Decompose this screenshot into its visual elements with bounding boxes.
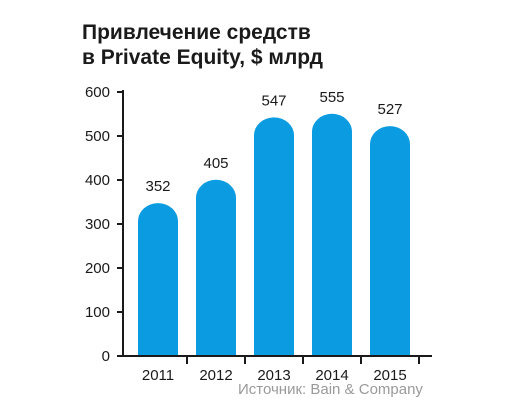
chart-title: Привлечение средств в Private Equity, $ … bbox=[82, 20, 323, 70]
x-tick-label: 2013 bbox=[257, 367, 290, 384]
y-tick-label: 200 bbox=[85, 260, 110, 277]
bar-2014 bbox=[312, 113, 352, 356]
y-tick-label: 0 bbox=[102, 348, 110, 365]
chart-title-line-2: в Private Equity, $ млрд bbox=[82, 46, 323, 69]
chart-title-line-1: Привлечение средств bbox=[82, 21, 311, 44]
y-tick-label: 600 bbox=[85, 84, 110, 101]
bar-value-label: 547 bbox=[261, 92, 286, 109]
bar-value-label: 527 bbox=[377, 101, 402, 118]
source-note: Источник: Bain & Company bbox=[238, 381, 423, 398]
bar-2011 bbox=[138, 203, 178, 356]
bar-2015 bbox=[370, 126, 410, 356]
x-tick-label: 2015 bbox=[373, 367, 406, 384]
y-tick-label: 500 bbox=[85, 128, 110, 145]
x-tick-label: 2014 bbox=[315, 367, 348, 384]
bar-value-label: 352 bbox=[145, 178, 170, 195]
y-tick-label: 300 bbox=[85, 216, 110, 233]
bar-2012 bbox=[196, 179, 236, 356]
bars: 352 405 547 555 527 bbox=[138, 89, 410, 356]
x-tick-label: 2012 bbox=[199, 367, 232, 384]
y-tick-label: 400 bbox=[85, 172, 110, 189]
bar-value-label: 405 bbox=[203, 155, 228, 172]
bar-value-label: 555 bbox=[319, 89, 344, 106]
y-axis: 0 100 200 300 400 500 600 bbox=[85, 84, 124, 365]
bar-2013 bbox=[254, 117, 294, 356]
x-axis: 2011 2012 2013 2014 2015 bbox=[117, 355, 432, 384]
y-tick-label: 100 bbox=[85, 304, 110, 321]
x-tick-label: 2011 bbox=[142, 367, 174, 384]
